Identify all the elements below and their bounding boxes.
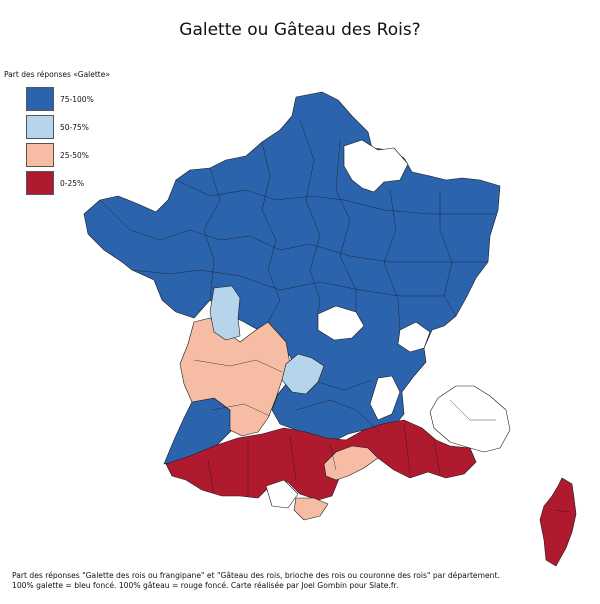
region-white-southeast xyxy=(429,385,511,453)
legend-swatch xyxy=(26,115,54,139)
region-white-burgundy xyxy=(317,305,365,341)
region-pyrenees-salmon xyxy=(293,497,329,521)
legend-swatch xyxy=(26,143,54,167)
legend-label: 0-25% xyxy=(60,178,85,188)
region-centre-lightblue xyxy=(209,285,241,341)
legend-item-0-25: 0-25% xyxy=(26,169,174,197)
region-southwest-salmon xyxy=(179,317,291,437)
legend-swatch xyxy=(26,87,54,111)
region-languedoc-salmon xyxy=(323,445,379,481)
region-white-north xyxy=(343,139,409,193)
region-white-rhone xyxy=(369,375,401,421)
legend-label: 25-50% xyxy=(60,150,89,160)
footer-caption: Part des réponses "Galette des rois ou f… xyxy=(12,571,597,591)
legend-item-50-75: 50-75% xyxy=(26,113,174,141)
region-white-pyrenees xyxy=(265,479,299,509)
footer-line-1: Part des réponses "Galette des rois ou f… xyxy=(12,571,500,580)
legend-swatch xyxy=(26,171,54,195)
legend-title: Part des réponses «Galette» xyxy=(4,70,110,79)
region-south-red xyxy=(165,419,477,501)
region-white-lyon xyxy=(397,321,431,353)
legend: Part des réponses «Galette» 75-100% 50-7… xyxy=(4,70,174,197)
region-corsica xyxy=(539,477,577,567)
map-title: Galette ou Gâteau des Rois? xyxy=(179,20,421,40)
footer-line-2: 100% galette = bleu foncé. 100% gâteau =… xyxy=(12,581,399,590)
department-borders xyxy=(99,119,571,513)
legend-item-75-100: 75-100% xyxy=(26,85,174,113)
legend-label: 50-75% xyxy=(60,122,89,132)
legend-label: 75-100% xyxy=(60,94,94,104)
legend-item-25-50: 25-50% xyxy=(26,141,174,169)
